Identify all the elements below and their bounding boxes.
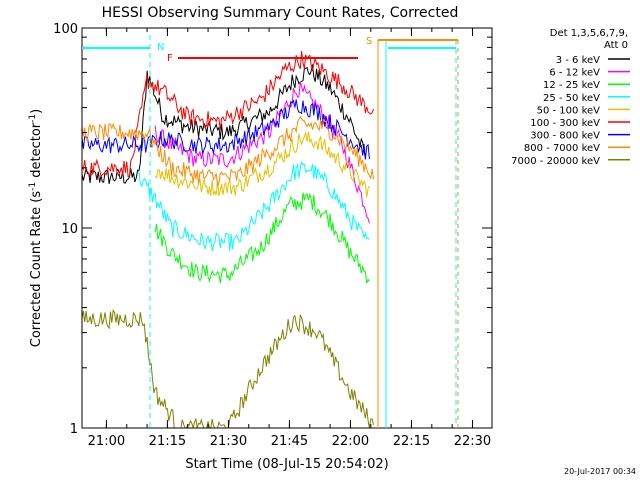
legend-header: Att 0 [604,40,628,51]
y-tick-label: 1 [70,422,78,437]
x-tick-label: 22:00 [332,434,369,449]
y-axis-label-sup2: -1 [28,114,38,123]
series-line [154,192,370,284]
legend-label: 50 - 100 keV [537,105,601,116]
x-tick-label: 21:45 [271,434,308,449]
legend: Det 1,3,5,6,7,9,Att 0 3 - 6 keV 6 - 12 keV… [511,28,630,167]
annotation-s: S [366,36,372,47]
legend-label: 12 - 25 keV [543,80,600,91]
legend-label: 6 - 12 keV [549,68,600,79]
chart-title: HESSI Observing Summary Count Rates, Cor… [102,5,459,21]
y-axis-label-sup1: -1 [28,182,38,191]
series-line [154,131,370,198]
legend-label: 7000 - 20000 keV [511,156,600,167]
legend-label: 3 - 6 keV [556,55,600,66]
y-tick-label: 100 [53,22,78,37]
y-axis-label-mid: detector [29,122,44,182]
footer-date: 20-Jul-2017 00:34 [564,467,636,476]
y-tick-label: 10 [61,222,78,237]
series-line [81,64,366,185]
x-tick-label: 21:00 [88,434,125,449]
x-axis-label: Start Time (08-Jul-15 20:54:02) [185,457,388,472]
legend-label: 300 - 800 keV [530,131,600,142]
annotations: NF S [82,35,459,428]
legend-label: 100 - 300 keV [530,118,600,129]
y-axis: 1 10 100 [53,22,492,437]
y-axis-label-main: Corrected Count Rate (s [29,191,44,348]
annotation-n: N [157,42,164,53]
x-axis: 21:00 21:15 21:30 21:45 22:00 22:15 22:30 [88,28,491,449]
x-tick-label: 22:30 [454,434,491,449]
series-line [138,160,370,252]
legend-label: 800 - 7000 keV [524,143,600,154]
series-line [81,51,374,178]
plot-area [81,51,374,429]
x-tick-label: 21:15 [149,434,186,449]
x-tick-label: 21:30 [210,434,247,449]
annotation-f: F [167,53,173,64]
y-axis-label-end: ) [29,109,44,114]
series-line [81,115,374,188]
legend-header: Det 1,3,5,6,7,9, [550,28,628,39]
x-tick-label: 22:15 [393,434,430,449]
legend-label: 25 - 50 keV [543,93,600,104]
y-axis-label: Corrected Count Rate (s-1 detector-1) [28,109,44,347]
